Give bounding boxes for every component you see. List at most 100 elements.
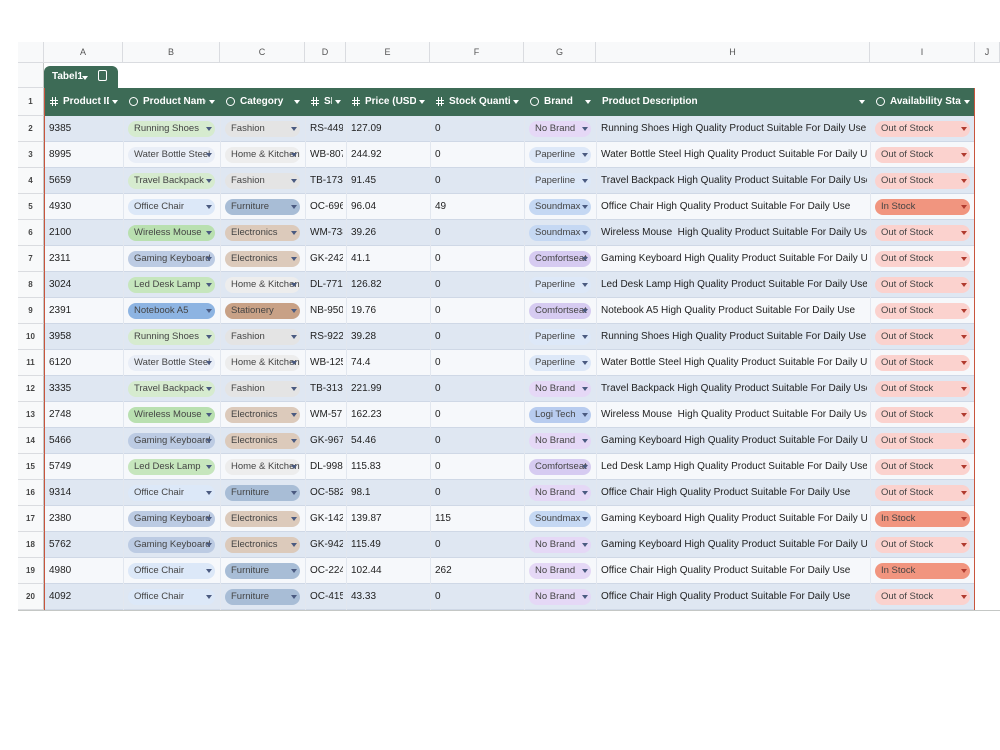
chip-dropdown[interactable] [206,465,212,469]
cell-text[interactable]: 0 [435,123,441,134]
dropdown-chip[interactable]: Gaming Keyboard [128,251,215,267]
chip-dropdown[interactable] [961,335,967,339]
cell-text[interactable]: OC-582 [310,487,343,498]
cell-text[interactable]: 102.44 [351,565,382,576]
column-letter[interactable]: F [430,42,524,63]
cell-text[interactable]: Water Bottle Steel High Quality Product … [601,149,867,160]
dropdown-chip[interactable]: No Brand [529,433,591,449]
cell-text[interactable]: OC-224 [310,565,343,576]
dropdown-chip[interactable]: Wireless Mouse [128,407,215,423]
dropdown-chip[interactable]: Out of Stock [875,381,970,397]
dropdown-chip[interactable]: Electronics [225,251,300,267]
chip-dropdown[interactable] [206,491,212,495]
dropdown-chip[interactable]: Fashion [225,329,300,345]
chip-dropdown[interactable] [206,595,212,599]
column-header[interactable]: Stock Quantity [449,96,510,107]
chip-dropdown[interactable] [582,413,588,417]
cell-text[interactable]: WB-807 [310,149,343,160]
cell-text[interactable]: WB-125 [310,357,343,368]
cell-text[interactable]: RS-449 [310,123,343,134]
chip-dropdown[interactable] [291,231,297,235]
cell-text[interactable]: 115 [435,513,451,524]
cell-text[interactable]: 6120 [49,357,72,368]
chip-dropdown[interactable] [206,387,212,391]
column-letter[interactable]: E [346,42,430,63]
dropdown-chip[interactable]: Water Bottle Steel [128,355,215,371]
column-header[interactable]: Brand [544,96,573,107]
cell-text[interactable]: Water Bottle Steel High Quality Product … [601,357,867,368]
dropdown-chip[interactable]: Furniture [225,485,300,501]
chip-dropdown[interactable] [206,413,212,417]
cell-text[interactable]: 0 [435,305,441,316]
chip-dropdown[interactable] [582,309,588,313]
chip-dropdown[interactable] [206,517,212,521]
dropdown-chip[interactable]: Out of Stock [875,303,970,319]
chip-dropdown[interactable] [582,257,588,261]
dropdown-chip[interactable]: Out of Stock [875,173,970,189]
cell-text[interactable]: GK-942 [310,539,343,550]
chip-dropdown[interactable] [961,413,967,417]
dropdown-chip[interactable]: No Brand [529,485,591,501]
dropdown-chip[interactable]: Soundmax [529,225,591,241]
cell-text[interactable]: Running Shoes High Quality Product Suita… [601,331,867,342]
cell-text[interactable]: 96.04 [351,201,377,212]
column-header[interactable]: Price (USD) [365,96,416,107]
dropdown-chip[interactable]: Water Bottle Steel [128,147,215,163]
column-header[interactable]: Category [240,96,284,107]
dropdown-chip[interactable]: Fashion [225,381,300,397]
chip-dropdown[interactable] [291,361,297,365]
dropdown-chip[interactable]: Paperline [529,147,591,163]
dropdown-chip[interactable]: Out of Stock [875,485,970,501]
dropdown-chip[interactable]: Office Chair [128,485,215,501]
cell-text[interactable]: 115.49 [351,539,381,550]
cell-text[interactable]: 3958 [49,331,72,342]
chip-dropdown[interactable] [582,231,588,235]
cell-text[interactable]: Gaming Keyboard High Quality Product Sui… [601,253,867,264]
column-letter[interactable]: I [870,42,975,63]
chip-dropdown[interactable] [961,491,967,495]
cell-text[interactable]: Running Shoes High Quality Product Suita… [601,123,867,134]
dropdown-chip[interactable]: In Stock [875,199,970,215]
dropdown-chip[interactable]: Wireless Mouse [128,225,215,241]
dropdown-chip[interactable]: Travel Backpack [128,173,215,189]
cell-text[interactable]: Office Chair High Quality Product Suitab… [601,565,851,576]
chip-dropdown[interactable] [291,205,297,209]
chip-dropdown[interactable] [206,543,212,547]
chip-dropdown[interactable] [582,205,588,209]
cell-text[interactable]: Office Chair High Quality Product Suitab… [601,487,851,498]
chip-dropdown[interactable] [206,127,212,131]
column-letter[interactable]: C [220,42,305,63]
cell-text[interactable]: WM-738 [310,227,343,238]
cell-text[interactable]: 39.28 [351,331,377,342]
dropdown-chip[interactable]: Out of Stock [875,589,970,605]
dropdown-chip[interactable]: Out of Stock [875,251,970,267]
cell-text[interactable]: 5749 [49,461,72,472]
dropdown-chip[interactable]: No Brand [529,121,591,137]
chip-dropdown[interactable] [961,595,967,599]
cell-text[interactable]: 39.26 [351,227,377,238]
cell-text[interactable]: DL-998 [310,461,343,472]
cell-text[interactable]: 0 [435,279,441,290]
chip-dropdown[interactable] [291,335,297,339]
cell-text[interactable]: 3335 [49,383,72,394]
dropdown-chip[interactable]: Furniture [225,589,300,605]
cell-text[interactable]: DL-771 [310,279,343,290]
cell-text[interactable]: 5659 [49,175,72,186]
cell-text[interactable]: 0 [435,591,441,602]
cell-text[interactable]: Notebook A5 High Quality Product Suitabl… [601,305,856,316]
header-dropdown[interactable] [585,100,591,104]
chip-dropdown[interactable] [206,153,212,157]
header-dropdown[interactable] [112,100,118,104]
cell-text[interactable]: 4930 [49,201,72,212]
chip-dropdown[interactable] [582,335,588,339]
chip-dropdown[interactable] [961,231,967,235]
cell-text[interactable]: 115.83 [351,461,381,472]
dropdown-chip[interactable]: Paperline [529,173,591,189]
cell-text[interactable]: 244.92 [351,149,382,160]
cell-text[interactable]: Gaming Keyboard High Quality Product Sui… [601,513,867,524]
chip-dropdown[interactable] [582,569,588,573]
chip-dropdown[interactable] [206,231,212,235]
chip-dropdown[interactable] [961,283,967,287]
cell-text[interactable]: TB-313 [310,383,343,394]
dropdown-chip[interactable]: Out of Stock [875,459,970,475]
